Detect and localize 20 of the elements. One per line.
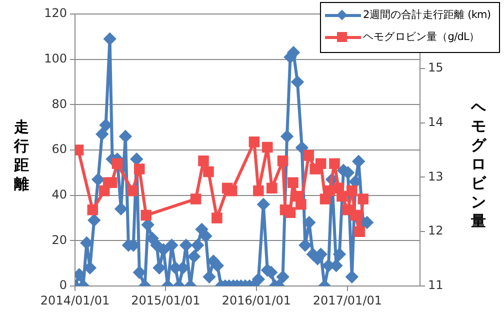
legend-label: 2週間の合計走行距離 (km) (363, 8, 491, 22)
y2-axis-title: ヘモグロビン量 (470, 98, 487, 231)
legend-label: ヘモグロビン量（g/dL） (363, 30, 480, 44)
x-tick-label: 2014/01/01 (40, 293, 110, 308)
y2-tick-label: 13 (428, 169, 444, 184)
y-tick-label: 80 (52, 96, 67, 111)
y2-tick-label: 14 (428, 114, 444, 129)
y2-tick-label: 15 (428, 60, 444, 75)
y-tick-label: 20 (52, 232, 67, 247)
x-tick-label: 2017/01/01 (312, 293, 382, 308)
y-tick-label: 100 (44, 51, 67, 66)
y2-tick-label: 11 (428, 278, 444, 292)
y-tick-label: 0 (59, 278, 67, 292)
y-tick-label: 120 (44, 6, 67, 20)
y-tick-label: 60 (52, 142, 67, 156)
y2-tick-label: 12 (428, 224, 444, 238)
x-tick-label: 2016/01/01 (222, 293, 292, 308)
x-tick-label: 2015/01/01 (131, 293, 200, 308)
y-tick-label: 40 (52, 187, 67, 202)
y-axis-title: 走行距離 (13, 118, 30, 194)
